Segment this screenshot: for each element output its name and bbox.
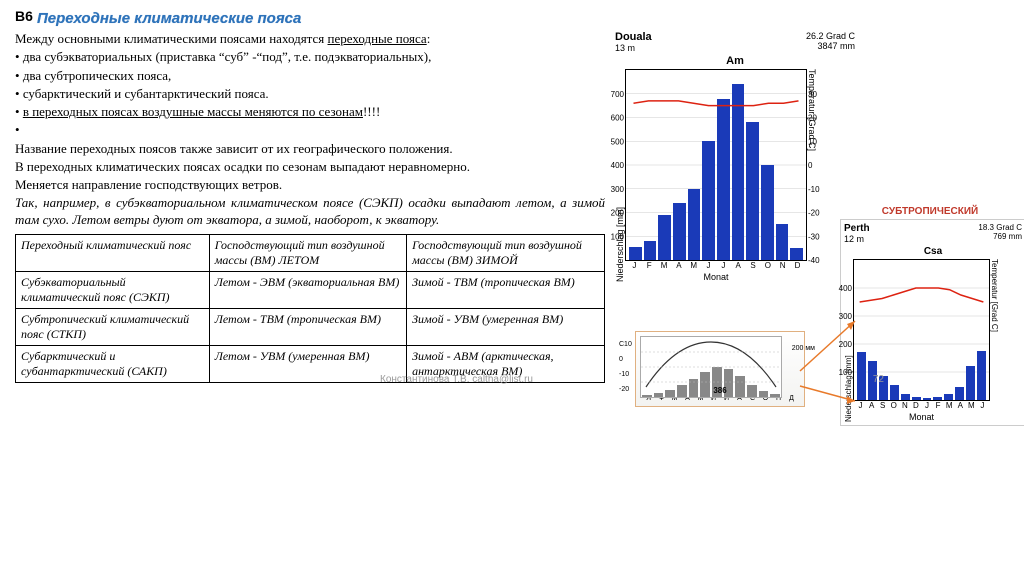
chart1-months: JFMAMJJASOND bbox=[625, 261, 807, 270]
chart1-ylabel-left: Niederschlag [mm] bbox=[615, 69, 625, 282]
svg-text:400: 400 bbox=[839, 284, 853, 293]
bullet-3-text: субарктический и субантарктический пояса… bbox=[23, 86, 269, 101]
svg-text:400: 400 bbox=[611, 161, 625, 170]
empty-bullet: • bbox=[15, 122, 605, 138]
chart2-ylabel-right: Temperatur [Grad C] bbox=[990, 259, 999, 422]
mini-climate-chart: С100-10-20200 мм 386 ЯФМАМИИАСОНД bbox=[635, 331, 805, 407]
chart1-ylabel-right: Temperatur [Grad C] bbox=[807, 69, 817, 282]
td: Субтропический климатический пояс (СТКП) bbox=[16, 308, 210, 345]
intro-text: Между основными климатическими поясами н… bbox=[15, 31, 328, 46]
page-number: 72 bbox=[873, 374, 884, 385]
td: Субарктический и субантарктический (САКП… bbox=[16, 345, 210, 382]
key-line-text: в переходных поясах воздушные массы меня… bbox=[23, 104, 363, 119]
td: Летом - ТВМ (тропическая ВМ) bbox=[209, 308, 406, 345]
svg-text:100: 100 bbox=[611, 232, 625, 241]
svg-text:300: 300 bbox=[839, 312, 853, 321]
svg-text:200: 200 bbox=[839, 340, 853, 349]
td: Субэкваториальный климатический пояс (СЭ… bbox=[16, 271, 210, 308]
svg-text:300: 300 bbox=[611, 185, 625, 194]
climate-chart-douala: Douala 13 m 26.2 Grad C 3847 mm Am Niede… bbox=[615, 31, 855, 282]
svg-text:700: 700 bbox=[611, 90, 625, 99]
para-italic: Так, например, в субэкваториальном клима… bbox=[15, 195, 605, 228]
text-column: Между основными климатическими поясами н… bbox=[15, 31, 605, 383]
chart2-months: JASONDJFMAMJ bbox=[853, 401, 990, 410]
slide-number: B6 bbox=[15, 8, 33, 24]
para-2b: В переходных климатических поясах осадки… bbox=[15, 159, 605, 175]
chart1-temp: 26.2 Grad C bbox=[806, 31, 855, 41]
svg-text:20: 20 bbox=[808, 114, 817, 123]
chart1-plot: 100200300400500600700-40-30-20-100102030 bbox=[625, 69, 807, 261]
zones-table: Переходный климатический пояс Господству… bbox=[15, 234, 605, 383]
td: Зимой - ТВМ (тропическая ВМ) bbox=[407, 271, 605, 308]
chart1-elev: 13 m bbox=[615, 43, 652, 53]
chart2-temp: 18.3 Grad C bbox=[978, 223, 1022, 232]
chart1-type: Am bbox=[615, 55, 855, 67]
td: Летом - УВМ (умеренная ВМ) bbox=[209, 345, 406, 382]
chart1-location: Douala bbox=[615, 31, 652, 43]
svg-text:-30: -30 bbox=[808, 232, 820, 241]
table-row: Субэкваториальный климатический пояс (СЭ… bbox=[16, 271, 605, 308]
svg-text:-10: -10 bbox=[808, 185, 820, 194]
intro-underline: переходные пояса bbox=[328, 31, 427, 46]
td: Зимой - УВМ (умеренная ВМ) bbox=[407, 308, 605, 345]
table-row: Субтропический климатический пояс (СТКП)… bbox=[16, 308, 605, 345]
charts-column: Douala 13 m 26.2 Grad C 3847 mm Am Niede… bbox=[605, 31, 1009, 383]
mini-center-label: 386 bbox=[640, 386, 800, 395]
svg-text:10: 10 bbox=[808, 137, 817, 146]
bullet-2: • два субтропических пояса, bbox=[15, 68, 605, 84]
th-0: Переходный климатический пояс bbox=[16, 234, 210, 271]
table-header-row: Переходный климатический пояс Господству… bbox=[16, 234, 605, 271]
svg-text:-40: -40 bbox=[808, 256, 820, 265]
svg-text:500: 500 bbox=[611, 137, 625, 146]
svg-text:100: 100 bbox=[839, 368, 853, 377]
chart2-xlabel: Monat bbox=[853, 412, 990, 422]
bullet-1-text: два субэкваториальных (приставка “суб” -… bbox=[23, 49, 432, 64]
th-1: Господствующий тип воздушной массы (ВМ) … bbox=[209, 234, 406, 271]
chart1-precip: 3847 mm bbox=[806, 41, 855, 51]
chart2-location: Perth bbox=[844, 223, 870, 234]
th-2: Господствующий тип воздушной массы (ВМ) … bbox=[407, 234, 605, 271]
chart2-title: СУБТРОПИЧЕСКИЙ bbox=[840, 206, 1020, 217]
intro-para: Между основными климатическими поясами н… bbox=[15, 31, 605, 47]
chart2-precip: 769 mm bbox=[978, 232, 1022, 241]
bullet-3: • субарктический и субантарктический поя… bbox=[15, 86, 605, 102]
para-2c: Меняется направление господствующих ветр… bbox=[15, 177, 605, 193]
bullet-1: • два субэкваториальных (приставка “суб”… bbox=[15, 49, 605, 65]
key-line: • в переходных поясах воздушные массы ме… bbox=[15, 104, 605, 120]
chart1-xlabel: Monat bbox=[625, 272, 807, 282]
svg-text:200: 200 bbox=[611, 209, 625, 218]
svg-text:-20: -20 bbox=[808, 209, 820, 218]
svg-text:600: 600 bbox=[611, 114, 625, 123]
chart2-elev: 12 m bbox=[844, 234, 870, 244]
svg-text:30: 30 bbox=[808, 90, 817, 99]
svg-text:0: 0 bbox=[808, 161, 813, 170]
para-2a: Название переходных поясов также зависит… bbox=[15, 141, 605, 157]
chart2-type: Csa bbox=[844, 246, 1022, 257]
page-title: Переходные климатические пояса bbox=[37, 10, 1009, 27]
key-excl: !!!! bbox=[363, 104, 380, 119]
bullet-2-text: два субтропических пояса, bbox=[23, 68, 171, 83]
footer-author: Константинова Т.В. caltha@list.ru bbox=[380, 374, 533, 385]
td: Летом - ЭВМ (экваториальная ВМ) bbox=[209, 271, 406, 308]
climate-chart-perth: Perth 12 m 18.3 Grad C 769 mm Csa Nieder… bbox=[840, 219, 1024, 426]
